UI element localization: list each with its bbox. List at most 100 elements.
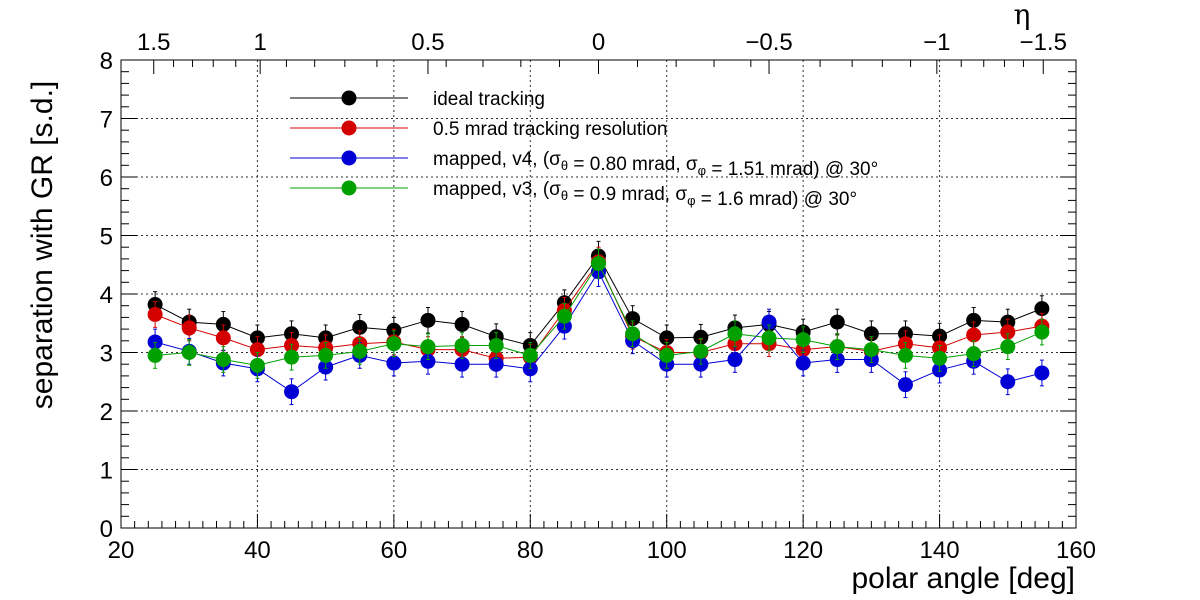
data-point: [727, 352, 743, 368]
data-point: [932, 350, 948, 366]
legend-label: mapped, v3, (σθ = 0.9 mrad, σφ = 1.6 mra…: [433, 179, 857, 210]
data-point: [420, 312, 436, 328]
data-point: [863, 342, 879, 358]
data-point: [897, 377, 913, 393]
data-point: [693, 329, 709, 345]
eta-tick-label: −1.5: [1020, 29, 1067, 56]
data-point: [181, 345, 197, 360]
data-point: [829, 339, 845, 355]
x-tick-label: 120: [783, 537, 823, 564]
y-tick-label: 5: [100, 224, 113, 251]
eta-tick-label: 0: [592, 29, 605, 56]
data-point: [659, 330, 675, 346]
x-tick-label: 60: [381, 537, 408, 564]
series-layer: [147, 240, 1050, 406]
data-point: [420, 339, 436, 355]
data-point: [625, 311, 641, 327]
data-point: [693, 343, 709, 359]
data-point: [1000, 374, 1016, 390]
data-point: [966, 312, 982, 328]
eta-tick-label: −0.5: [745, 29, 792, 56]
series-2: [147, 256, 1050, 406]
y-tick-label: 0: [100, 516, 113, 543]
data-point: [249, 342, 265, 358]
legend-item-0: ideal tracking: [290, 89, 545, 110]
data-point: [522, 347, 538, 363]
eta-tick-label: −1: [923, 29, 950, 56]
data-point: [454, 316, 470, 332]
data-point: [147, 306, 163, 322]
legend-label: ideal tracking: [433, 89, 545, 110]
data-point: [863, 326, 879, 342]
data-point: [147, 347, 163, 363]
legend-marker: [341, 180, 357, 196]
data-point: [215, 352, 231, 368]
series-0: [147, 240, 1050, 359]
data-point: [591, 256, 606, 272]
data-point: [386, 336, 402, 352]
data-point: [284, 349, 300, 365]
x-tick-label: 160: [1056, 537, 1096, 564]
eta-tick-label: 1: [253, 29, 266, 56]
y-tick-label: 2: [100, 399, 113, 426]
data-point: [659, 347, 675, 363]
data-point: [454, 337, 470, 353]
data-point: [215, 330, 231, 346]
eta-tick-label: 0.5: [411, 29, 444, 56]
data-point: [1034, 324, 1050, 340]
data-point: [318, 347, 334, 363]
grid: [121, 60, 1076, 528]
data-point: [829, 314, 845, 330]
series-3: [147, 248, 1050, 379]
data-point: [215, 316, 231, 332]
y-tick-label: 8: [100, 48, 113, 75]
data-point: [147, 334, 163, 350]
data-point: [522, 361, 538, 377]
legend-marker: [341, 90, 357, 106]
y-tick-label: 3: [100, 341, 113, 368]
data-point: [352, 343, 368, 359]
data-point: [352, 319, 368, 335]
legend: ideal tracking 0.5 mrad tracking resoluti…: [290, 89, 878, 210]
data-point: [284, 384, 300, 400]
data-point: [795, 332, 811, 348]
data-point: [966, 346, 982, 362]
legend-marker: [341, 120, 357, 136]
data-point: [1034, 301, 1050, 317]
x-tick-label: 80: [517, 537, 544, 564]
tick-labels: 20 40 60 80 100 120 140 160 0 1 2 3 4 5 6 7 8 1.5 1 0.5 0 −0.…: [100, 29, 1096, 564]
y-tick-label: 4: [100, 282, 113, 309]
data-point: [488, 356, 504, 372]
data-point: [966, 327, 982, 343]
x-tick-label: 40: [244, 537, 271, 564]
data-point: [1000, 324, 1016, 340]
data-point: [249, 357, 265, 373]
data-point: [625, 326, 641, 342]
legend-label: mapped, v4, (σθ = 0.80 mrad, σφ = 1.51 m…: [433, 149, 878, 180]
data-point: [420, 353, 436, 369]
x-axis-title: polar angle [deg]: [851, 562, 1075, 595]
y-tick-label: 7: [100, 107, 113, 134]
data-point: [1034, 365, 1050, 381]
x-tick-label: 20: [108, 537, 135, 564]
data-point: [897, 347, 913, 363]
legend-marker: [341, 150, 357, 166]
axis-ticks: [120, 59, 1077, 529]
eta-axis-title: η: [1014, 0, 1031, 31]
data-point: [761, 330, 777, 346]
y-tick-label: 6: [100, 165, 113, 192]
data-point: [556, 308, 572, 324]
data-point: [181, 320, 197, 336]
data-point: [488, 337, 504, 353]
legend-item-3: mapped, v3, (σθ = 0.9 mrad, σφ = 1.6 mra…: [290, 179, 857, 210]
y-axis-title: separation with GR [s.d.]: [26, 81, 59, 409]
data-point: [386, 355, 402, 371]
data-point: [761, 314, 777, 330]
x-tick-label: 100: [647, 537, 687, 564]
data-point: [795, 355, 811, 371]
data-point: [727, 326, 743, 342]
eta-tick-label: 1.5: [137, 29, 170, 56]
x-tick-label: 140: [920, 537, 960, 564]
